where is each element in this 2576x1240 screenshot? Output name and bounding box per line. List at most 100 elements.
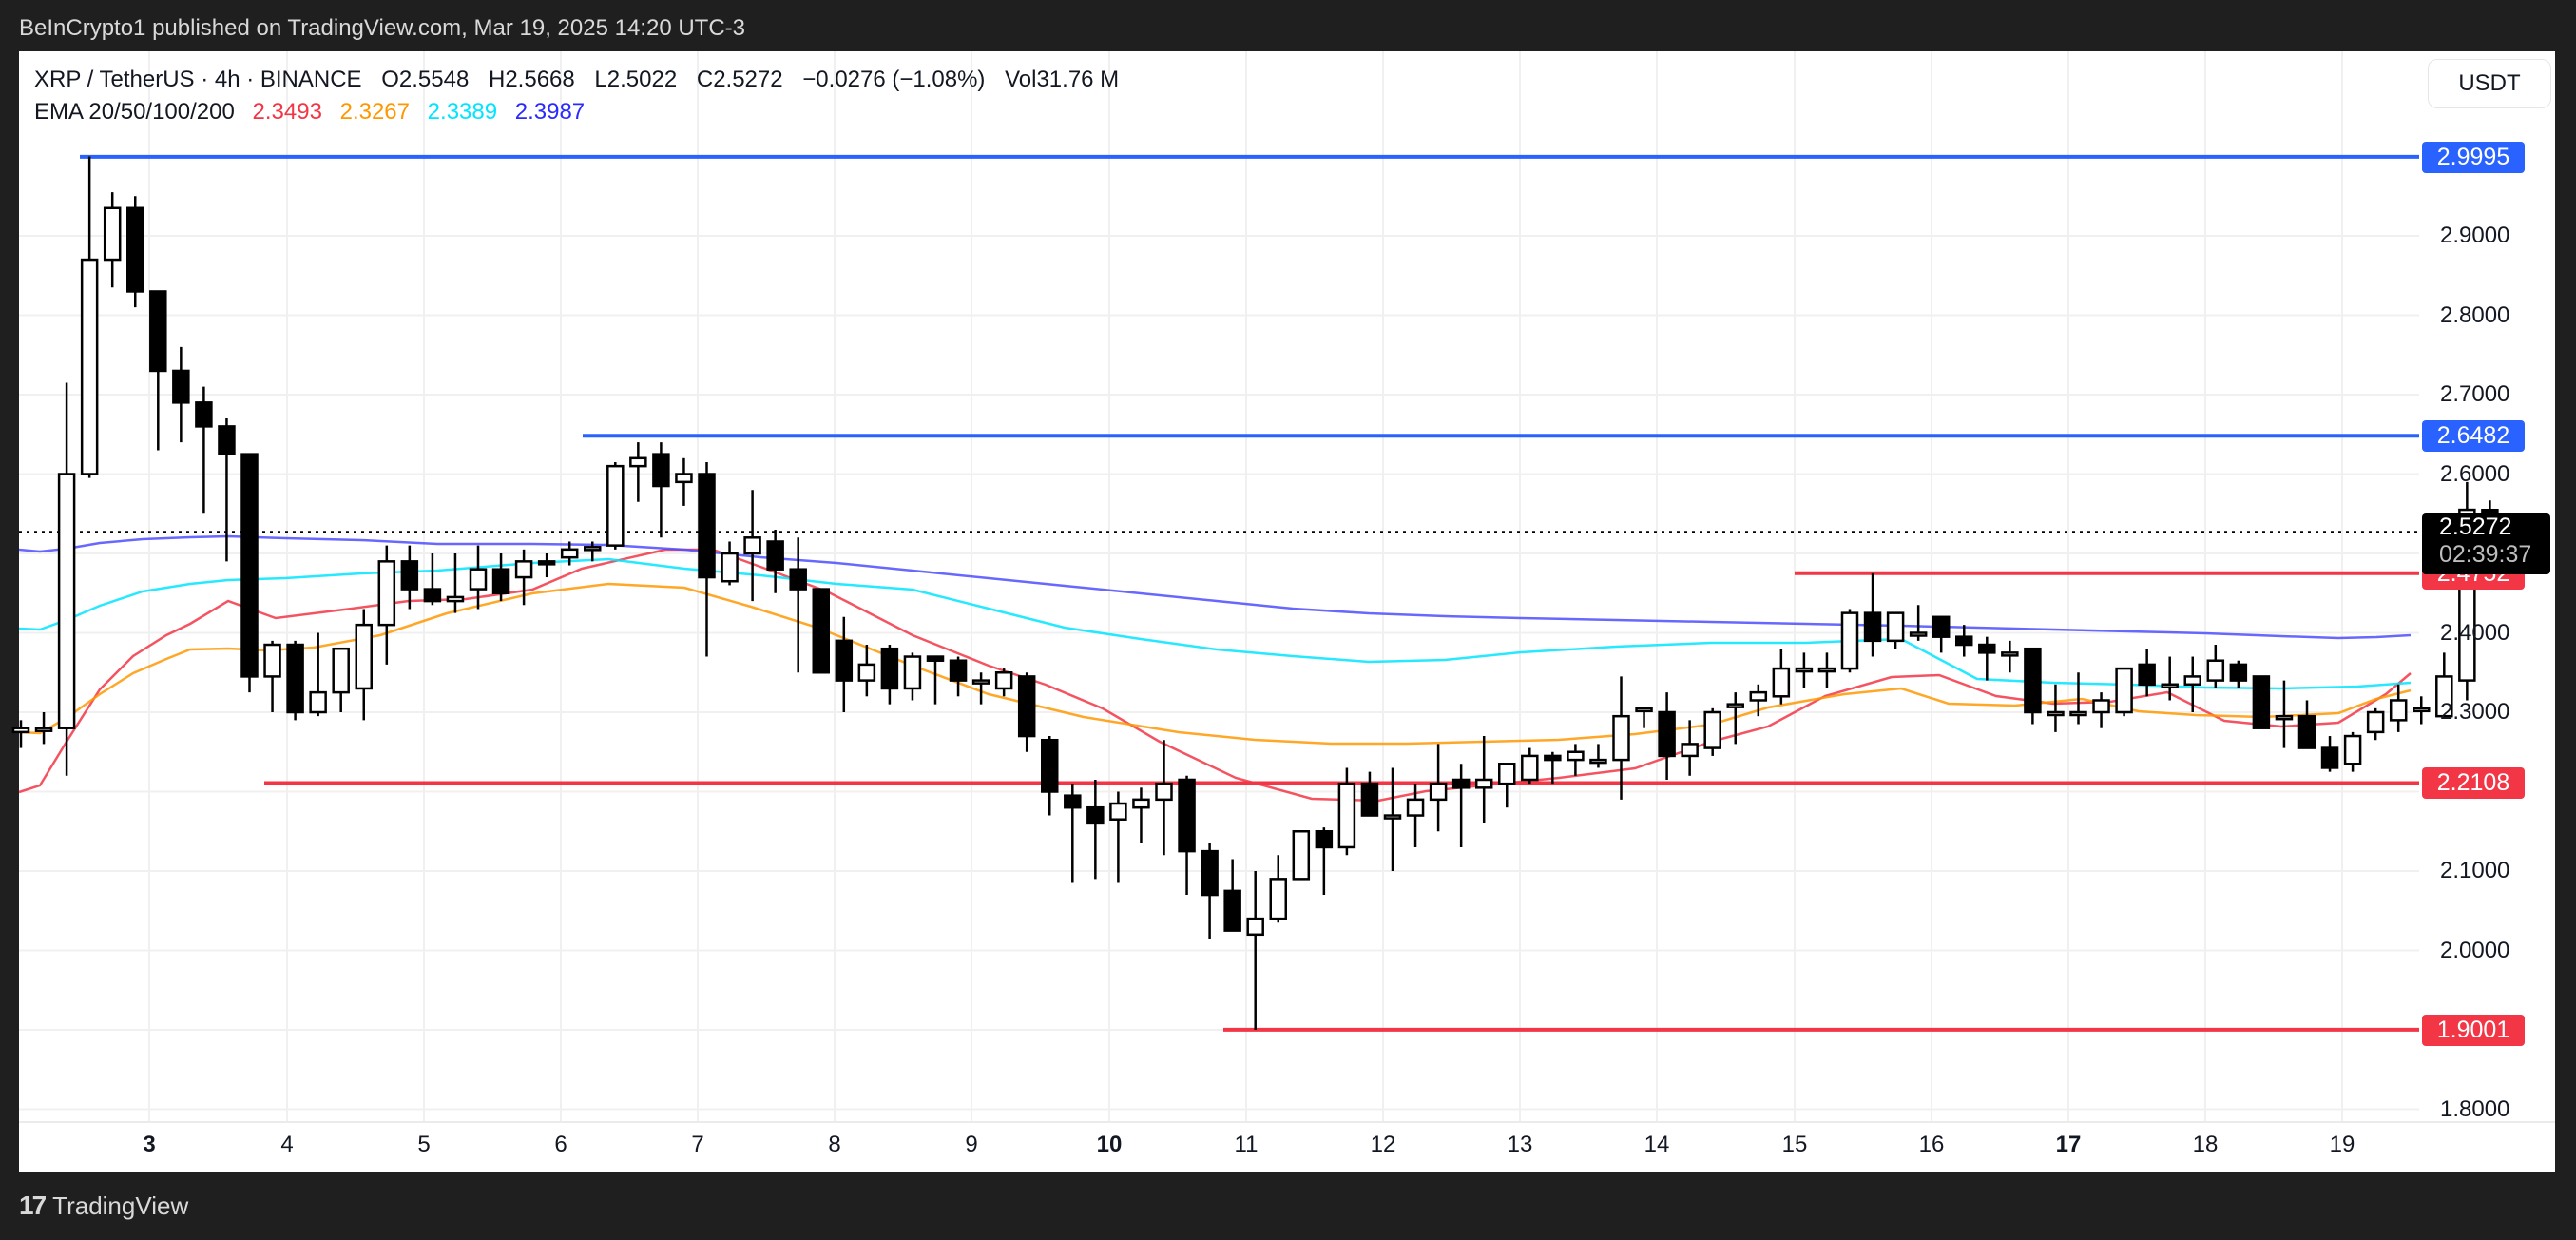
candle-up — [355, 623, 373, 690]
time-tick: 9 — [965, 1132, 978, 1157]
candle-down — [1932, 615, 1951, 638]
low-value: L2.5022 — [594, 67, 678, 92]
candle-up — [1521, 754, 1539, 782]
time-tick: 11 — [1234, 1132, 1259, 1157]
candle-down — [1178, 778, 1196, 853]
time-tick: 19 — [2329, 1132, 2355, 1157]
candle-up — [2413, 707, 2431, 713]
candle-up — [2206, 659, 2225, 682]
symbol-legend: XRP / TetherUS · 4h · BINANCE O2.5548 H2… — [34, 67, 1132, 93]
time-tick: 4 — [280, 1132, 294, 1157]
candle-up — [377, 560, 396, 627]
candle-up — [34, 727, 53, 732]
candle-down — [195, 401, 213, 428]
ema200-value: 2.3987 — [514, 99, 586, 125]
ema100-value: 2.3389 — [427, 99, 498, 125]
price-tick: 2.3000 — [2440, 699, 2510, 725]
candle-down — [286, 643, 304, 714]
candle-down — [2252, 675, 2271, 729]
candle-up — [994, 671, 1013, 690]
candle-up — [263, 643, 281, 678]
candle-down — [126, 206, 144, 293]
time-tick: 18 — [2192, 1132, 2219, 1157]
candle-down — [1041, 738, 1059, 793]
volume-value: Vol31.76 M — [1005, 67, 1120, 92]
candle-down — [218, 425, 236, 455]
footer: 17 TradingView — [19, 1191, 188, 1221]
candle-down — [172, 369, 190, 404]
candle-down — [949, 659, 968, 682]
publisher-text: BeInCrypto1 published on TradingView.com… — [19, 15, 745, 41]
ema50-line — [18, 582, 2412, 746]
candle-down — [1658, 710, 1676, 758]
price-tick: 2.1000 — [2440, 858, 2510, 883]
candle-up — [469, 568, 488, 591]
candle-down — [1064, 794, 1082, 809]
tradingview-logo-icon[interactable]: 17 — [19, 1191, 47, 1220]
candle-down — [926, 655, 945, 662]
currency-button[interactable]: USDT — [2428, 59, 2551, 108]
candle-up — [1246, 917, 1264, 937]
candle-down — [698, 473, 716, 579]
candle-up — [2275, 714, 2294, 721]
candle-up — [2183, 675, 2201, 687]
chart-panel[interactable] — [19, 51, 2555, 1172]
ema-legend[interactable]: EMA 20/50/100/200 2.3493 2.3267 2.3389 2… — [34, 99, 596, 126]
ema-label: EMA 20/50/100/200 — [34, 99, 235, 125]
candle-up — [2115, 667, 2133, 714]
ema20-value: 2.3493 — [252, 99, 322, 125]
time-tick: 17 — [2055, 1132, 2082, 1157]
symbol-name[interactable]: XRP / TetherUS · 4h · BINANCE — [34, 67, 362, 92]
time-tick: 14 — [1644, 1132, 1670, 1157]
candle-up — [2343, 734, 2362, 765]
candle-up — [1840, 611, 1859, 670]
candle-up — [903, 655, 922, 690]
candle-up — [2161, 683, 2179, 689]
candle-down — [1451, 778, 1471, 789]
candle-up — [446, 595, 465, 603]
candle-up — [2435, 675, 2453, 718]
candle-down — [812, 588, 830, 674]
candle-up — [1772, 667, 1791, 698]
candle-up — [1681, 743, 1699, 758]
candle-up — [1567, 750, 1585, 762]
candle-up — [1337, 782, 1356, 849]
candle-up — [1612, 714, 1630, 762]
candle-up — [1749, 690, 1768, 702]
candle-down — [1544, 754, 1562, 762]
candle-up — [1635, 707, 1653, 713]
candle-down — [766, 540, 784, 571]
candle-up — [1817, 667, 1836, 673]
candle-up — [1498, 763, 1516, 785]
ema50-value: 2.3267 — [339, 99, 410, 125]
candle-down — [537, 560, 556, 566]
candle-down — [1863, 611, 1882, 643]
candle-down — [240, 453, 259, 678]
tradingview-brand[interactable]: TradingView — [52, 1191, 189, 1220]
candle-up — [11, 727, 30, 734]
price-tick: 2.7000 — [2440, 381, 2510, 407]
time-tick: 12 — [1370, 1132, 1396, 1157]
candle-up — [1429, 782, 1448, 802]
candle-down — [652, 453, 670, 488]
price-tick: 1.8000 — [2440, 1095, 2510, 1122]
candle-up — [1589, 758, 1607, 765]
candle-up — [2001, 651, 2019, 657]
price-tick: 2.8000 — [2440, 301, 2510, 328]
candle-up — [103, 206, 122, 262]
time-tick: 15 — [1781, 1132, 1808, 1157]
time-tick: 8 — [828, 1132, 841, 1157]
time-tick: 6 — [554, 1132, 567, 1157]
candle-down — [1978, 643, 1996, 654]
candle-down — [2138, 663, 2156, 687]
time-tick: 3 — [143, 1132, 156, 1157]
high-value: H2.5668 — [489, 67, 575, 92]
candle-down — [400, 560, 419, 591]
current-price: 2.5272 — [2439, 513, 2512, 540]
time-tick: 10 — [1096, 1132, 1123, 1157]
candle-up — [514, 560, 533, 579]
candle-up — [1406, 798, 1425, 817]
time-tick: 13 — [1507, 1132, 1533, 1157]
level-label: 2.2108 — [2422, 767, 2525, 800]
